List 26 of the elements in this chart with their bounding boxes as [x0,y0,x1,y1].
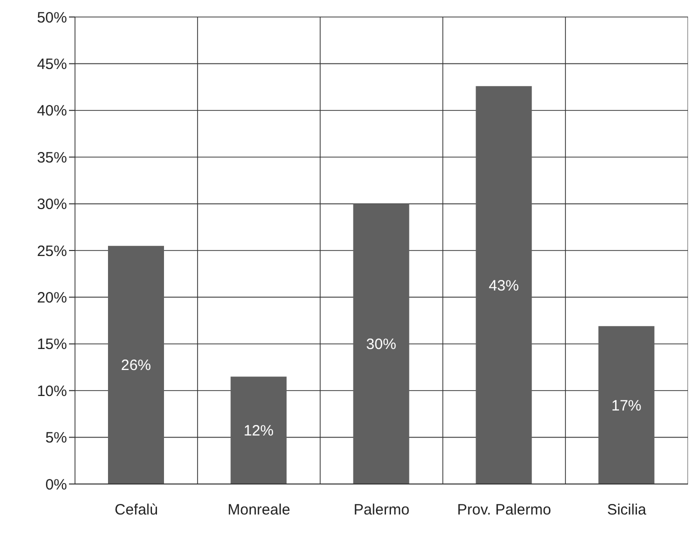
y-tick-label: 10% [36,382,67,400]
y-tick-label: 35% [36,149,67,166]
y-tick-label: 15% [36,336,67,354]
y-tick-label: 5% [45,430,67,447]
y-tick-label: 25% [36,242,67,260]
x-tick-label: Sicilia [607,502,647,519]
y-tick-label: 40% [36,102,67,120]
data-label: 43% [488,277,519,294]
y-tick-label: 50% [36,9,67,26]
data-label: 30% [366,336,396,354]
data-label: 26% [120,357,152,374]
bar [476,86,532,484]
y-tick-label: 30% [36,196,67,214]
x-tick-label: Palermo [354,502,410,519]
y-tick-label: 20% [36,290,67,307]
x-tick-label: Cefalù [114,502,158,519]
x-tick-label: Prov. Palermo [457,502,552,519]
x-tick-label: Monreale [228,502,290,519]
bar [598,326,654,484]
y-tick-label: 0% [45,476,67,494]
y-tick-label: 45% [36,56,67,74]
bar [353,204,410,484]
data-label: 17% [611,397,642,414]
bar [230,376,287,484]
data-label: 12% [244,422,274,440]
bar [108,246,164,484]
